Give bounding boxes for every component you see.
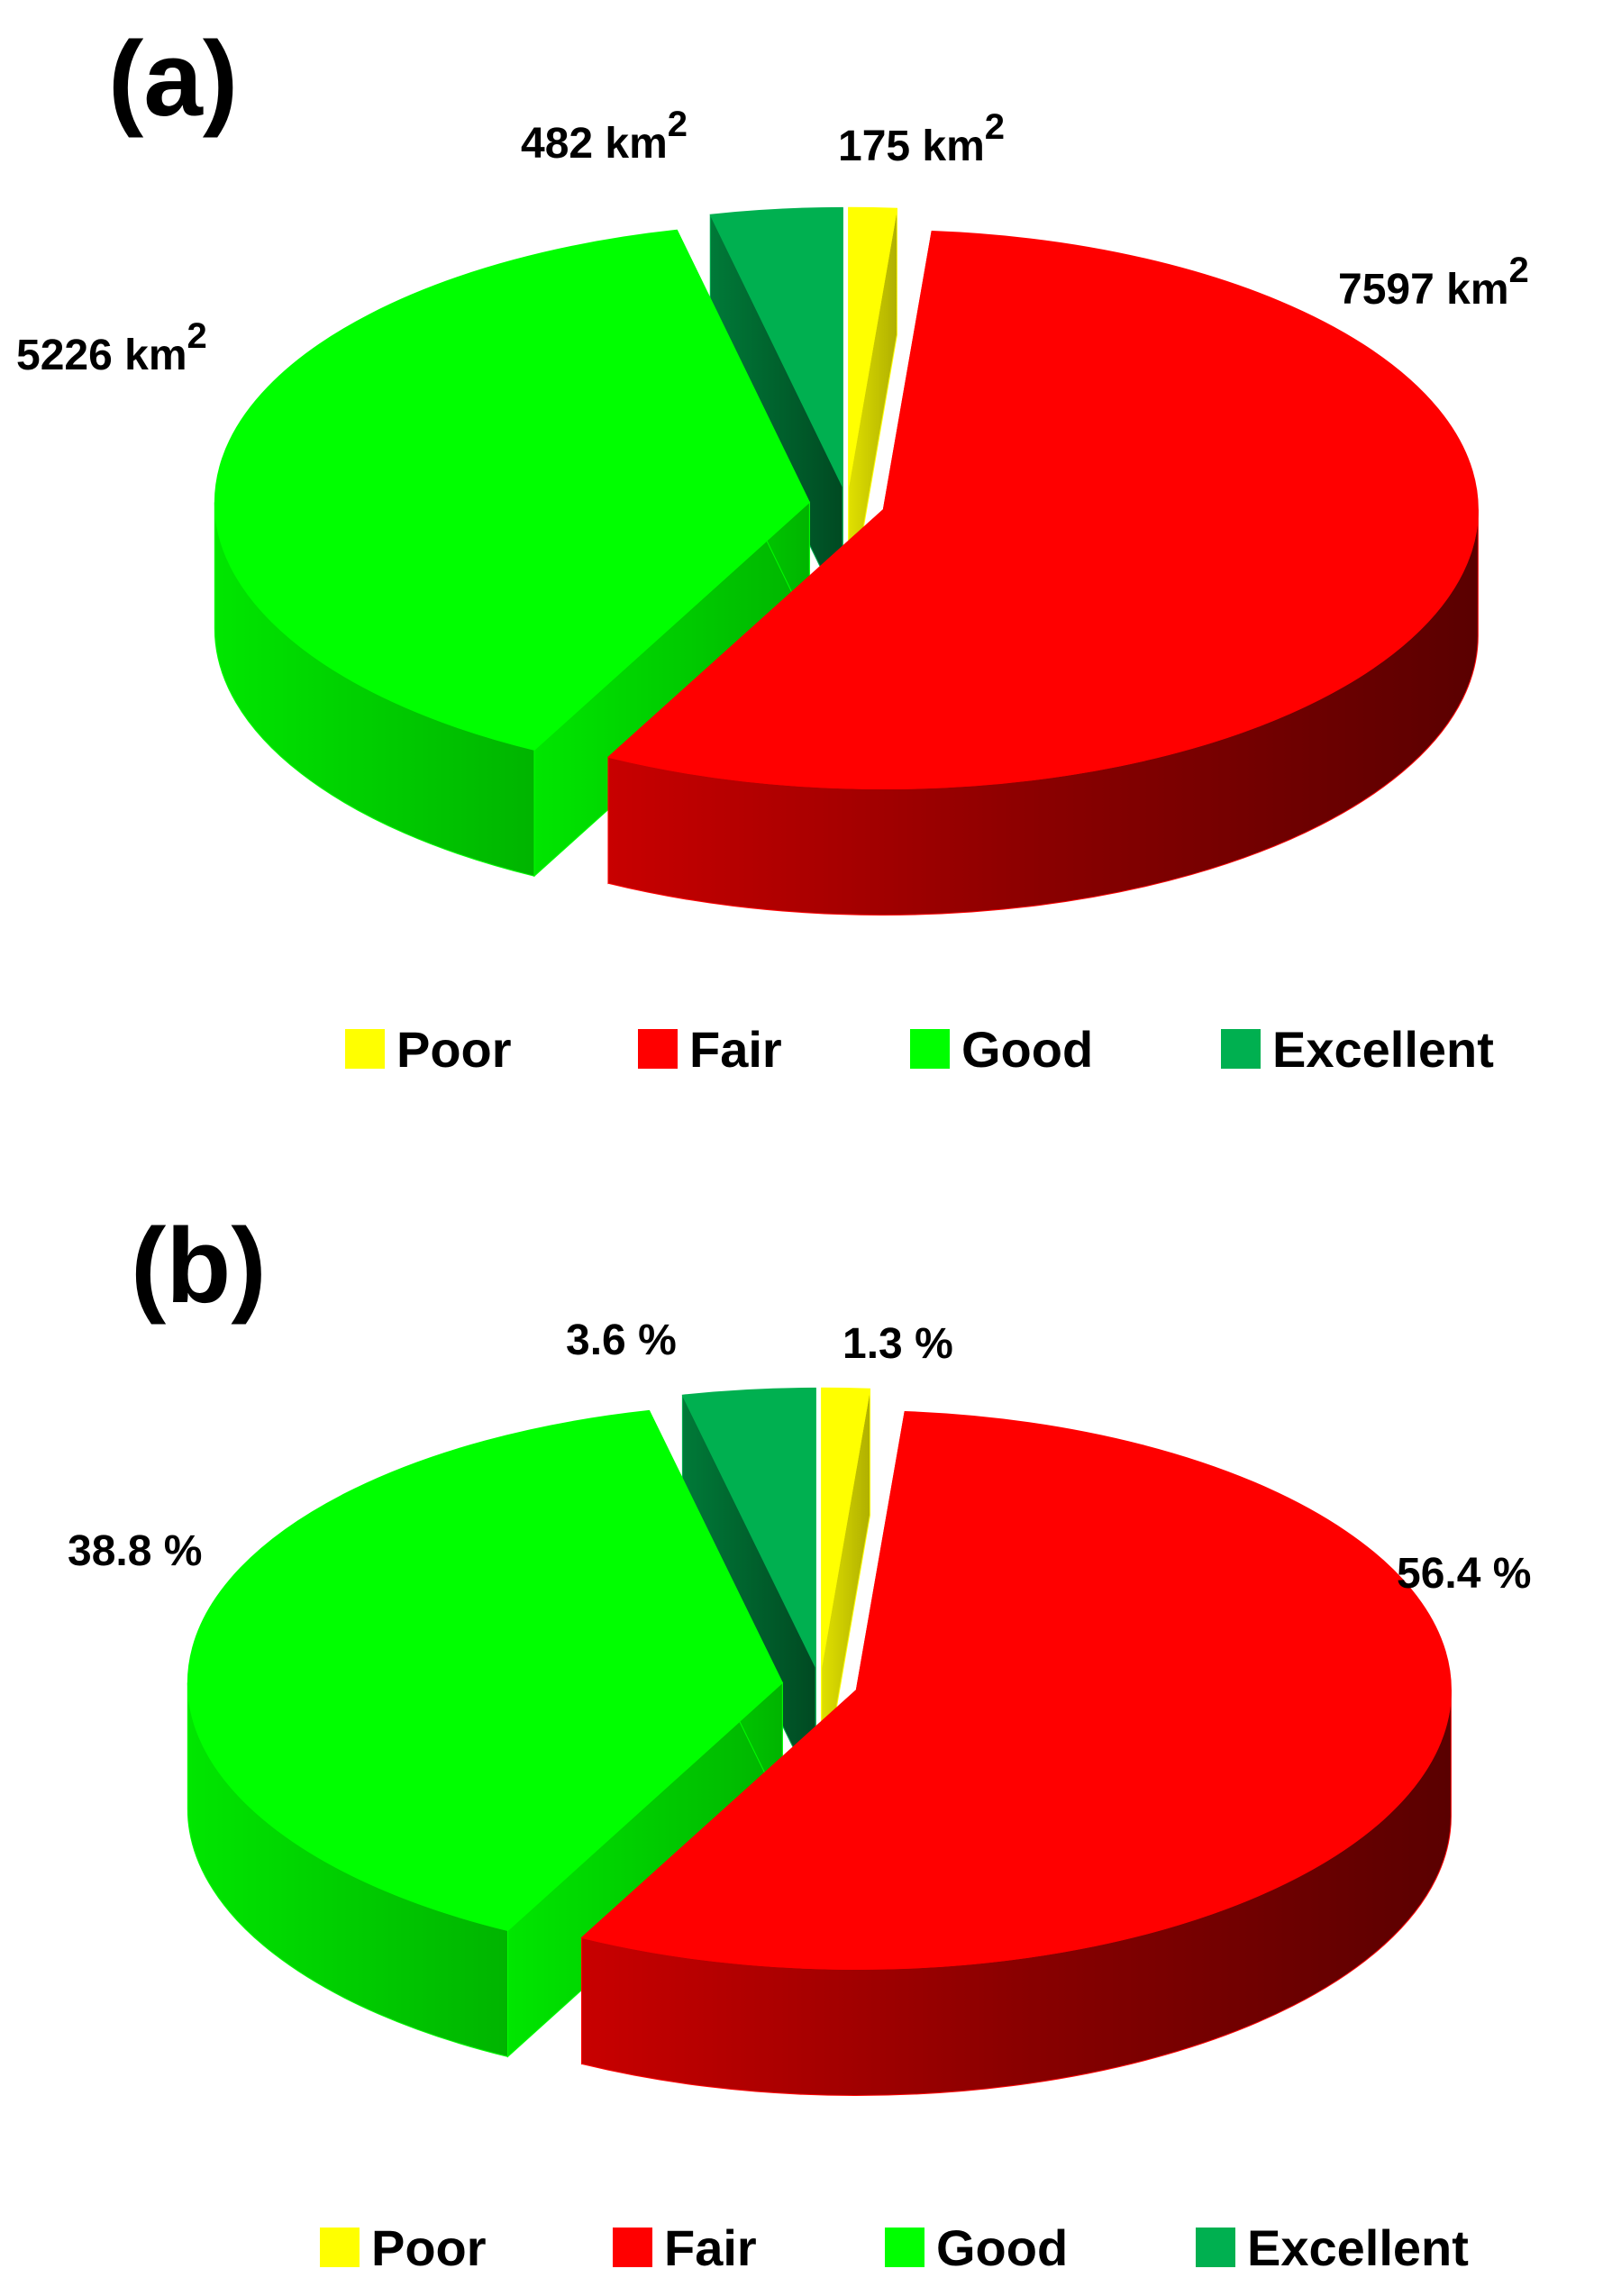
data-label-fair-a: 7597 km2	[1338, 251, 1529, 314]
pie-top-good	[187, 1409, 783, 1931]
data-labels-b: 1.3 % 56.4 % 38.8 % 3.6 %	[68, 1317, 1531, 1598]
pie-slice-good	[187, 1409, 783, 2058]
legend-swatch-excellent-b	[1196, 2228, 1235, 2267]
legend-swatch-fair-b	[613, 2228, 652, 2267]
data-labels-a: 175 km2 7597 km2 5226 km2 482 km2	[16, 105, 1529, 379]
legend-item-excellent-b: Excellent	[1196, 2219, 1469, 2276]
legend-label-fair-a: Fair	[689, 1021, 782, 1078]
panel-label-b: (b)	[131, 1207, 267, 1326]
legend-item-fair-a: Fair	[638, 1021, 782, 1078]
pie-top-poor	[821, 1387, 871, 1668]
panel-label-a: (a)	[108, 20, 238, 139]
data-label-excellent-a: 482 km2	[521, 105, 688, 168]
pie-top-poor	[848, 206, 898, 487]
pie-slices-a	[214, 206, 1479, 916]
legend-item-fair-b: Fair	[613, 2219, 757, 2276]
pie-top-good	[214, 229, 810, 751]
legend-label-good-a: Good	[961, 1021, 1093, 1078]
pie-top-excellent	[709, 206, 843, 487]
pie-slice-poor	[848, 206, 898, 614]
legend-swatch-fair-a	[638, 1029, 678, 1069]
legend-label-poor-a: Poor	[396, 1021, 512, 1078]
data-label-fair-b: 56.4 %	[1397, 1550, 1531, 1598]
legend-label-fair-b: Fair	[664, 2219, 757, 2276]
pie-chart-b: (b) 1.3 % 56.4 % 38.8 % 3.6 % Poor Fair …	[68, 1207, 1531, 2276]
data-label-good-b: 38.8 %	[68, 1527, 202, 1575]
legend-item-poor-b: Poor	[320, 2219, 487, 2276]
legend-item-excellent-a: Excellent	[1221, 1021, 1494, 1078]
legend-item-good-a: Good	[910, 1021, 1093, 1078]
pie-top-fair	[606, 230, 1479, 789]
pie-top-fair	[580, 1410, 1452, 1970]
pie-slice-poor	[821, 1387, 871, 1794]
legend-item-poor-a: Poor	[345, 1021, 512, 1078]
legend-item-good-b: Good	[885, 2219, 1068, 2276]
legend-label-good-b: Good	[936, 2219, 1068, 2276]
legend-label-poor-b: Poor	[371, 2219, 487, 2276]
legend-label-excellent-a: Excellent	[1272, 1021, 1494, 1078]
legend-swatch-poor-b	[320, 2228, 360, 2267]
legend-b: Poor Fair Good Excellent	[320, 2219, 1469, 2276]
legend-a: Poor Fair Good Excellent	[345, 1021, 1494, 1078]
pie-top-excellent	[681, 1387, 816, 1668]
legend-swatch-poor-a	[345, 1029, 385, 1069]
data-label-excellent-b: 3.6 %	[566, 1317, 677, 1364]
pie-chart-a: (a) 175 km2 7597 km2 5226 km2 482 km2 Po…	[16, 20, 1529, 1078]
data-label-good-a: 5226 km2	[16, 316, 207, 379]
pie-slice-fair	[606, 230, 1479, 916]
data-label-poor-a: 175 km2	[838, 107, 1005, 170]
legend-swatch-excellent-a	[1221, 1029, 1261, 1069]
legend-swatch-good-b	[885, 2228, 924, 2267]
legend-label-excellent-b: Excellent	[1247, 2219, 1469, 2276]
legend-swatch-good-a	[910, 1029, 950, 1069]
pie-slice-fair	[580, 1410, 1452, 2096]
data-label-poor-b: 1.3 %	[842, 1320, 953, 1368]
pie-slices-b	[187, 1387, 1452, 2096]
